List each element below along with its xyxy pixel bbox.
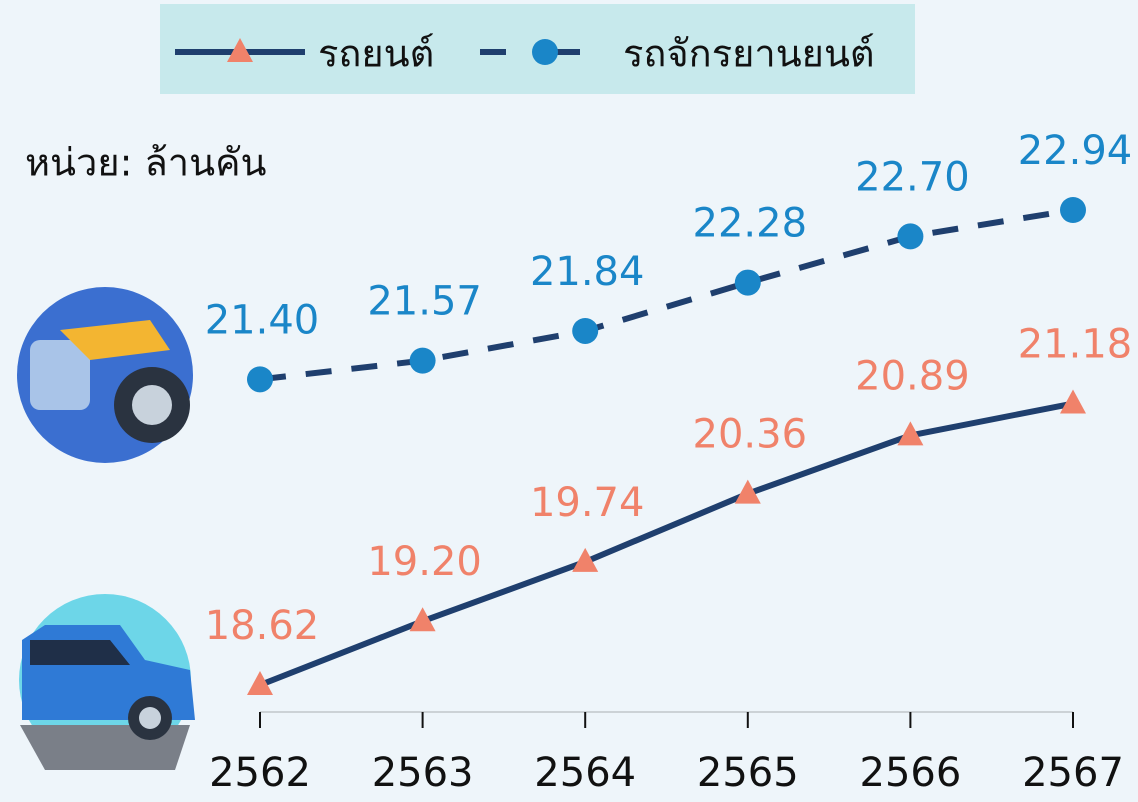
- unit-label: หน่วย: ล้านคัน: [25, 141, 267, 185]
- data-point: [572, 318, 598, 344]
- data-label: 19.20: [367, 539, 482, 585]
- data-label: 19.74: [530, 480, 645, 526]
- data-point: [735, 270, 761, 296]
- legend-marker: [532, 39, 558, 65]
- legend-label: รถจักรยานยนต์: [623, 32, 875, 76]
- data-point: [247, 366, 273, 392]
- data-label: 22.70: [855, 154, 970, 200]
- chart: หน่วย: ล้านคัน 2562 2563 2564 2565 2566 2567 1…: [0, 0, 1138, 802]
- legend-label: รถยนต์: [318, 32, 434, 76]
- data-label: 21.18: [1018, 322, 1133, 368]
- data-label: 20.89: [855, 353, 970, 399]
- x-tick-label: 2566: [860, 750, 962, 796]
- data-label: 18.62: [205, 603, 320, 649]
- data-label: 21.57: [367, 279, 482, 325]
- x-tick-label: 2564: [534, 750, 636, 796]
- data-label: 21.40: [205, 297, 320, 343]
- x-tick-label: 2567: [1022, 750, 1124, 796]
- data-label: 20.36: [693, 412, 808, 458]
- x-tick-label: 2563: [372, 750, 474, 796]
- x-tick-label: 2565: [697, 750, 799, 796]
- data-point: [1060, 197, 1086, 223]
- data-label: 21.84: [530, 249, 645, 295]
- data-label: 22.94: [1018, 128, 1133, 174]
- data-point: [897, 223, 923, 249]
- x-tick-label: 2562: [209, 750, 311, 796]
- motorcycle-icon: [17, 287, 193, 463]
- data-label: 22.28: [693, 201, 808, 247]
- page: หน่วย: ล้านคัน 2562 2563 2564 2565 2566 2567 1…: [0, 0, 1138, 802]
- data-point: [410, 348, 436, 374]
